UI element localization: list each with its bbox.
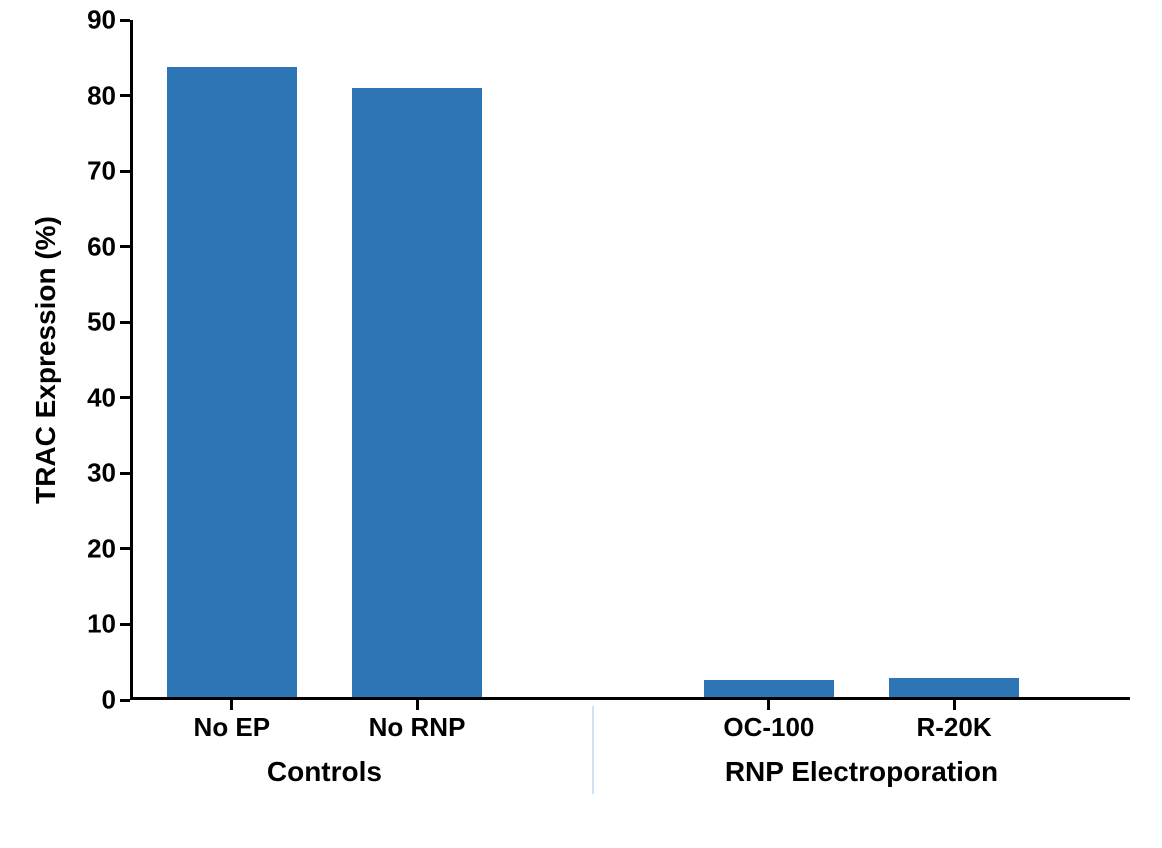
- x-tick-label: R-20K: [916, 712, 991, 743]
- y-tick: [120, 547, 130, 550]
- y-tick-label: 90: [87, 5, 116, 36]
- y-tick-label: 20: [87, 533, 116, 564]
- bar: [352, 88, 482, 697]
- x-tick-label: No EP: [194, 712, 271, 743]
- y-tick-label: 10: [87, 609, 116, 640]
- y-tick: [120, 396, 130, 399]
- bar: [167, 67, 297, 697]
- y-axis-title: TRAC Expression (%): [30, 216, 62, 504]
- group-divider: [592, 706, 594, 794]
- group-label: RNP Electroporation: [725, 756, 998, 788]
- y-tick: [120, 472, 130, 475]
- y-tick: [120, 19, 130, 22]
- y-tick-label: 70: [87, 156, 116, 187]
- y-axis-line: [130, 20, 133, 700]
- y-tick: [120, 699, 130, 702]
- y-tick: [120, 94, 130, 97]
- y-tick-label: 80: [87, 80, 116, 111]
- y-tick: [120, 245, 130, 248]
- x-tick: [953, 700, 956, 710]
- y-tick-label: 60: [87, 231, 116, 262]
- y-tick-label: 50: [87, 307, 116, 338]
- x-tick: [767, 700, 770, 710]
- x-axis-line: [130, 697, 1130, 700]
- x-tick-label: OC-100: [723, 712, 814, 743]
- y-tick: [120, 321, 130, 324]
- y-tick-label: 30: [87, 458, 116, 489]
- bar: [704, 680, 834, 697]
- y-tick: [120, 623, 130, 626]
- y-tick-label: 0: [102, 685, 116, 716]
- plot-area: 0102030405060708090No EPNo RNPControlsOC…: [130, 20, 1130, 700]
- y-tick-label: 40: [87, 382, 116, 413]
- y-tick: [120, 170, 130, 173]
- x-tick: [416, 700, 419, 710]
- bar: [889, 678, 1019, 697]
- group-label: Controls: [267, 756, 382, 788]
- x-tick-label: No RNP: [369, 712, 466, 743]
- x-tick: [230, 700, 233, 710]
- chart-container: 0 10 20 30 40 50 60 70 80 90 No EP No RNP Controls OC…: [0, 0, 1162, 848]
